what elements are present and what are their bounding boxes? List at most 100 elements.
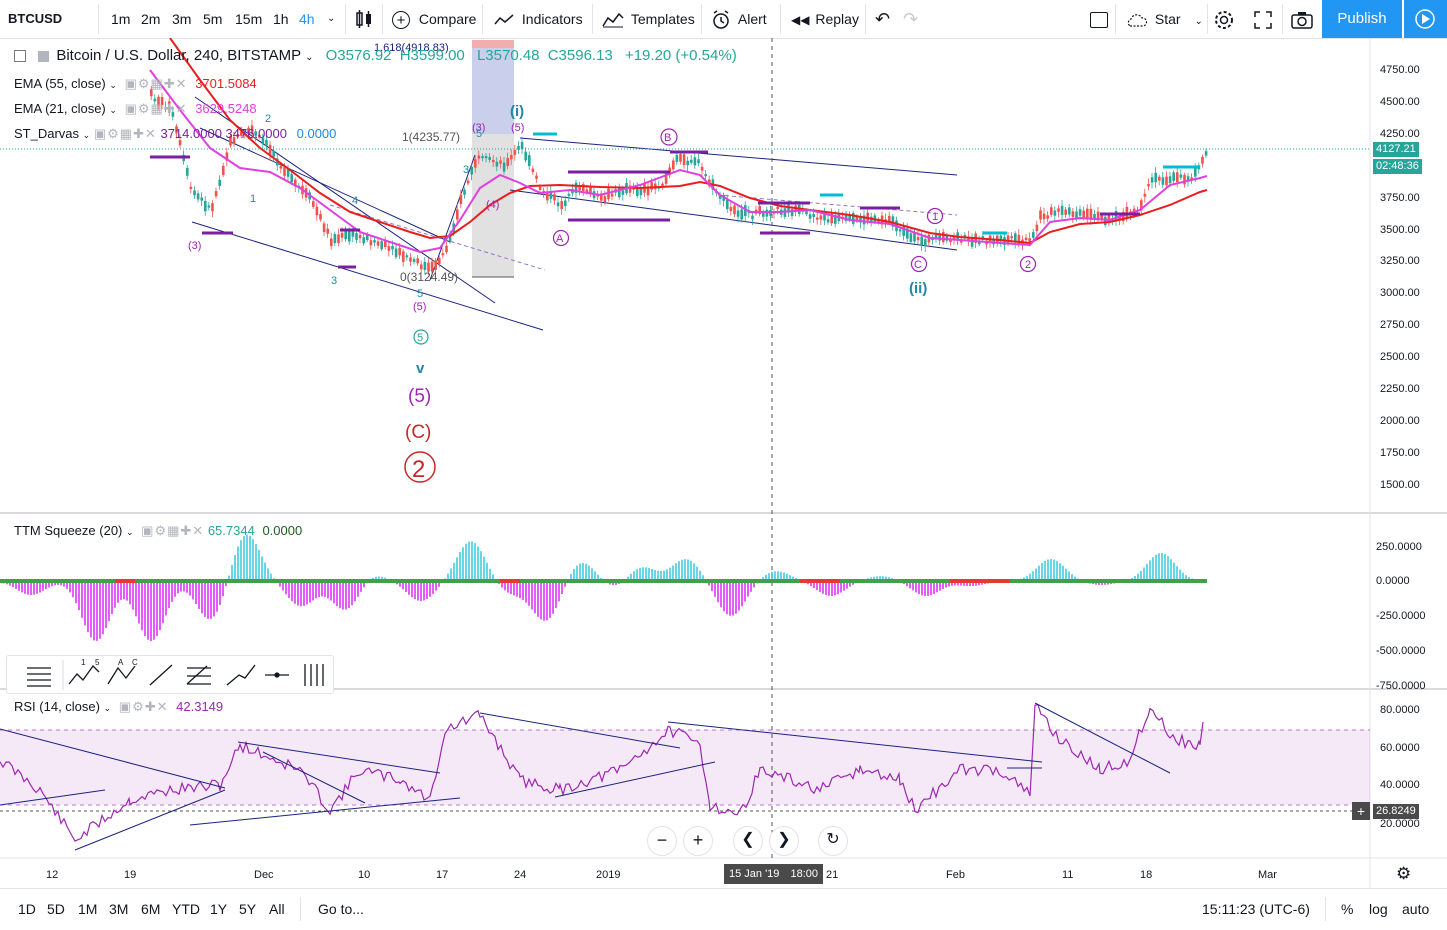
legend-action-icons[interactable]: ▣⚙▦✚✕ [141, 523, 205, 538]
candle[interactable] [204, 200, 207, 212]
candle[interactable] [394, 248, 398, 258]
candle[interactable] [369, 240, 373, 246]
candle[interactable] [855, 216, 859, 221]
candle[interactable] [160, 97, 164, 106]
candle[interactable] [686, 160, 689, 166]
candle[interactable] [391, 245, 394, 250]
ttm-histogram[interactable] [0, 534, 1196, 642]
candle[interactable] [733, 205, 736, 215]
interval-5m[interactable]: 5m [203, 11, 223, 27]
candle[interactable] [765, 209, 769, 217]
candle[interactable] [405, 255, 409, 258]
candle[interactable] [430, 261, 434, 272]
candle[interactable] [1096, 211, 1100, 219]
candle[interactable] [438, 257, 441, 264]
candle[interactable] [276, 158, 279, 166]
alert-button[interactable]: Alert [711, 0, 767, 38]
candle[interactable] [1204, 151, 1208, 156]
candle[interactable] [740, 209, 743, 220]
candle[interactable] [924, 239, 927, 247]
candle[interactable] [322, 223, 326, 232]
rsi-legend[interactable]: RSI (14, close) ⌄ ▣⚙✚✕ 42.3149 [14, 699, 223, 715]
candle[interactable] [214, 191, 218, 197]
candle[interactable] [1186, 176, 1190, 182]
candle[interactable] [844, 213, 848, 222]
axis-settings-gear-icon[interactable]: ⚙ [1396, 864, 1412, 883]
candle[interactable] [675, 154, 679, 162]
candle[interactable] [423, 261, 427, 270]
candle[interactable] [258, 134, 261, 138]
add-alert-plus-icon[interactable]: + [1352, 802, 1370, 820]
candle[interactable] [938, 233, 941, 241]
candle[interactable] [466, 180, 470, 184]
candle[interactable] [294, 179, 297, 187]
interval-1h[interactable]: 1h [273, 11, 289, 27]
candle[interactable] [358, 234, 362, 239]
goto-date-button[interactable]: Go to... [318, 901, 364, 917]
darvas-legend[interactable]: ST_Darvas ⌄ ▣⚙▦✚✕ 3714.0000 3476.0000 0.… [14, 126, 336, 142]
vertical-lines-icon[interactable] [304, 664, 324, 686]
candle[interactable] [729, 207, 733, 212]
candle[interactable] [513, 150, 517, 155]
candle[interactable] [531, 168, 535, 172]
candle[interactable] [1042, 213, 1046, 220]
collapse-icon[interactable] [14, 50, 26, 63]
candle[interactable] [1017, 234, 1021, 246]
candle[interactable] [337, 234, 340, 243]
candle[interactable] [380, 241, 383, 250]
candle[interactable] [492, 159, 495, 163]
candle[interactable] [776, 206, 779, 210]
redo-icon[interactable]: ↷ [903, 9, 919, 29]
candle[interactable] [546, 192, 549, 201]
candle[interactable] [603, 196, 607, 202]
candle[interactable] [790, 209, 794, 217]
interval-15m[interactable]: 15m [235, 11, 263, 27]
candle[interactable] [812, 214, 815, 217]
candle[interactable] [992, 238, 995, 245]
fib-retracement-icon[interactable] [186, 665, 211, 685]
interval-dropdown-icon[interactable]: ⌄ [327, 13, 336, 24]
darvas-boxes[interactable] [150, 150, 1140, 269]
candle[interactable] [736, 210, 740, 217]
candle[interactable] [628, 185, 632, 193]
candle[interactable] [664, 173, 668, 184]
scroll-left-icon[interactable]: ❮ [733, 826, 763, 856]
candle[interactable] [535, 175, 538, 179]
legend-action-icons[interactable]: ▣⚙▦✚✕ [93, 126, 157, 141]
candle[interactable] [1143, 193, 1147, 197]
candle[interactable] [700, 166, 704, 171]
candle[interactable] [1086, 208, 1089, 219]
candle[interactable] [805, 210, 808, 215]
ema21-legend[interactable]: EMA (21, close) ⌄ ▣⚙▦✚✕ 3629.5248 [14, 101, 257, 117]
candles[interactable] [150, 86, 1208, 276]
candle[interactable] [697, 159, 700, 164]
candle[interactable] [852, 213, 855, 224]
candle[interactable] [661, 183, 664, 186]
publish-button[interactable]: Publish [1322, 0, 1402, 38]
candle[interactable] [330, 238, 333, 247]
candle[interactable] [823, 212, 826, 221]
horizontal-lines-icon[interactable] [27, 667, 51, 687]
fullscreen-toggle-icon[interactable] [1090, 0, 1108, 38]
candle[interactable] [387, 246, 391, 251]
candle[interactable] [196, 193, 200, 200]
candle[interactable] [268, 144, 272, 155]
star-button[interactable]: Star ⌄ [1125, 0, 1203, 38]
candle[interactable] [312, 201, 315, 207]
candle[interactable] [891, 216, 895, 227]
interval-2m[interactable]: 2m [141, 11, 161, 27]
range-6m[interactable]: 6M [141, 901, 161, 917]
candle[interactable] [834, 214, 837, 224]
candle[interactable] [934, 233, 938, 240]
candle[interactable] [952, 235, 956, 240]
candle[interactable] [1053, 210, 1057, 216]
candle[interactable] [787, 203, 790, 213]
candle[interactable] [1082, 210, 1085, 218]
symbol-search[interactable]: BTCUSD [8, 11, 63, 26]
candle[interactable] [585, 189, 589, 193]
candle[interactable] [506, 157, 509, 166]
candle[interactable] [1010, 236, 1013, 239]
legend-action-icons[interactable]: ▣⚙✚✕ [118, 699, 169, 714]
candle[interactable] [859, 215, 862, 223]
candle[interactable] [567, 193, 571, 196]
